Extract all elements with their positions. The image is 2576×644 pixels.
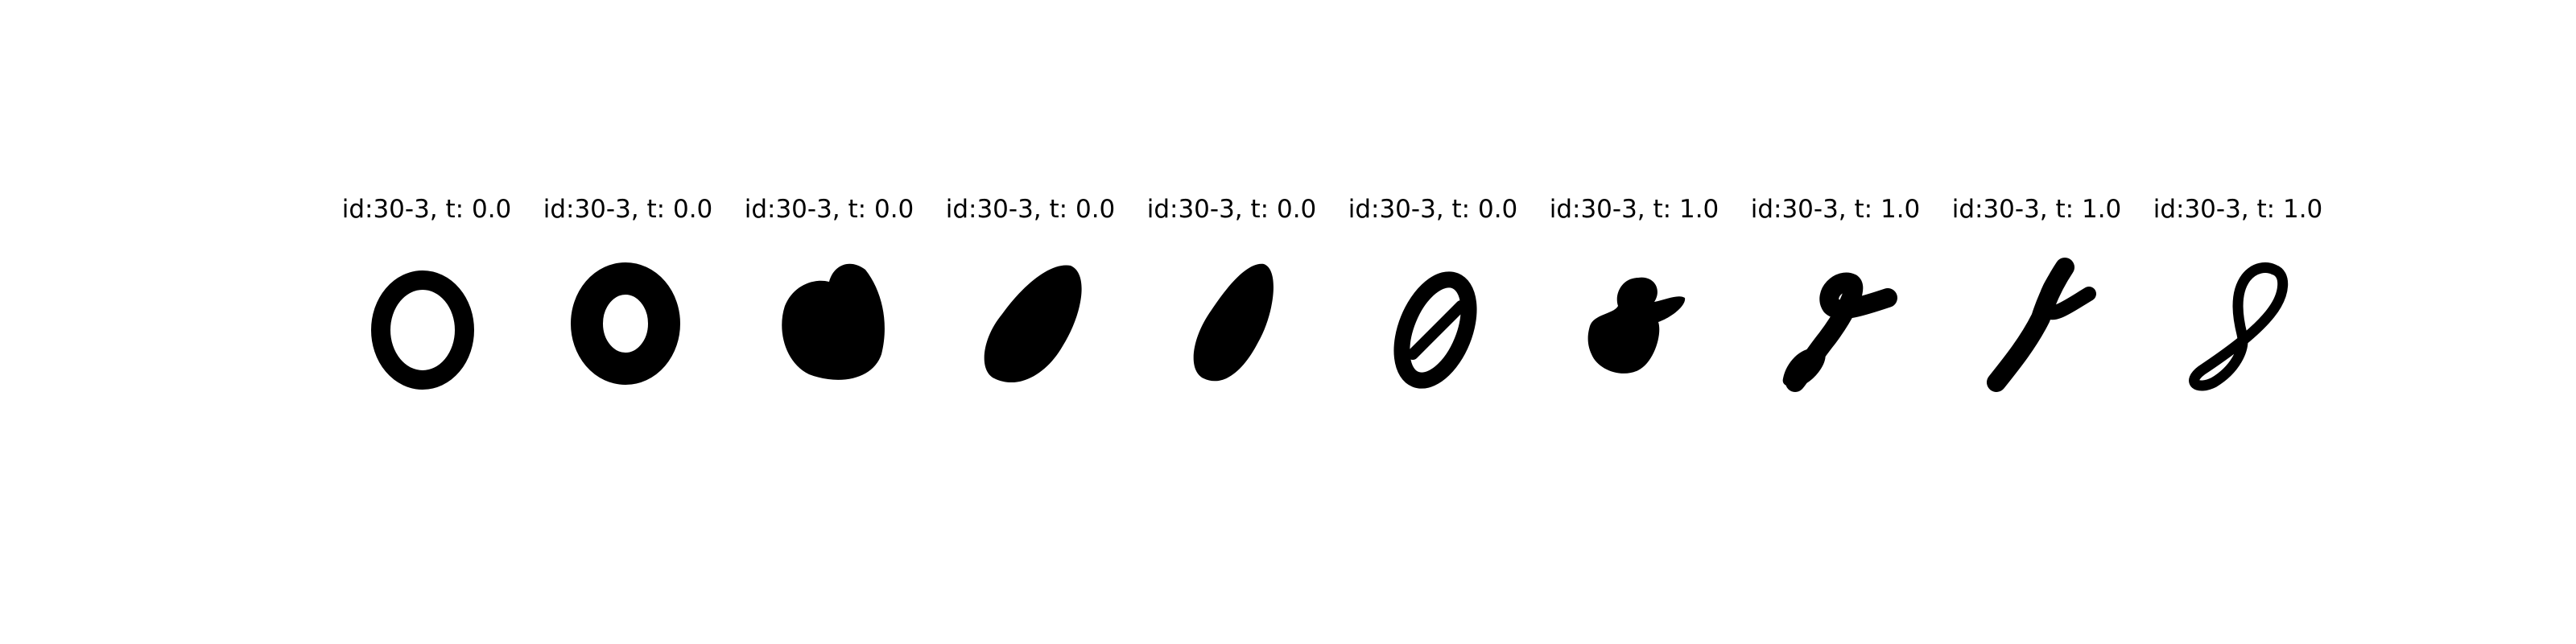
panel-title: id:30-3, t: 0.0: [945, 195, 1116, 224]
digit-panel: id:30-3, t: 0.0: [527, 193, 729, 394]
handwritten-zero-thick-icon: [571, 262, 680, 385]
panel-title: id:30-3, t: 1.0: [1951, 195, 2122, 224]
digit-panel: id:30-3, t: 0.0: [1332, 193, 1534, 394]
digit-panel: id:30-3, t: 1.0: [1534, 193, 1735, 394]
panel-title: id:30-3, t: 1.0: [1750, 195, 1921, 224]
handwritten-eight-slanted-icon: [1987, 258, 2096, 392]
digit-panel: id:30-3, t: 0.0: [326, 193, 527, 394]
handwritten-zero-round-icon: [371, 270, 474, 390]
handwritten-eight-thin-icon: [2189, 262, 2289, 391]
panel-title: id:30-3, t: 0.0: [744, 195, 914, 224]
handwritten-eight-blob-icon: [1587, 277, 1686, 374]
panel-title: id:30-3, t: 1.0: [1549, 195, 1719, 224]
digit-panel: id:30-3, t: 0.0: [930, 193, 1131, 394]
handwritten-zero-slanted-narrow-icon: [1193, 263, 1274, 382]
handwritten-eight-thick-icon: [1782, 272, 1897, 392]
handwritten-zero-crossed-icon: [1393, 271, 1477, 389]
digit-panel: id:30-3, t: 1.0: [1735, 193, 1936, 394]
digit-panel: id:30-3, t: 0.0: [1131, 193, 1332, 394]
handwritten-zero-slanted-icon: [984, 265, 1082, 383]
panel-title: id:30-3, t: 0.0: [543, 195, 713, 224]
panel-title: id:30-3, t: 0.0: [341, 195, 512, 224]
digit-panel: id:30-3, t: 0.0: [729, 193, 930, 394]
panel-title: id:30-3, t: 0.0: [1146, 195, 1317, 224]
panel-title: id:30-3, t: 0.0: [1348, 195, 1518, 224]
digit-panel: id:30-3, t: 1.0: [1936, 193, 2137, 394]
panel-title: id:30-3, t: 1.0: [2153, 195, 2323, 224]
digit-panel: id:30-3, t: 1.0: [2137, 193, 2339, 394]
handwritten-zero-blob-icon: [782, 263, 885, 380]
